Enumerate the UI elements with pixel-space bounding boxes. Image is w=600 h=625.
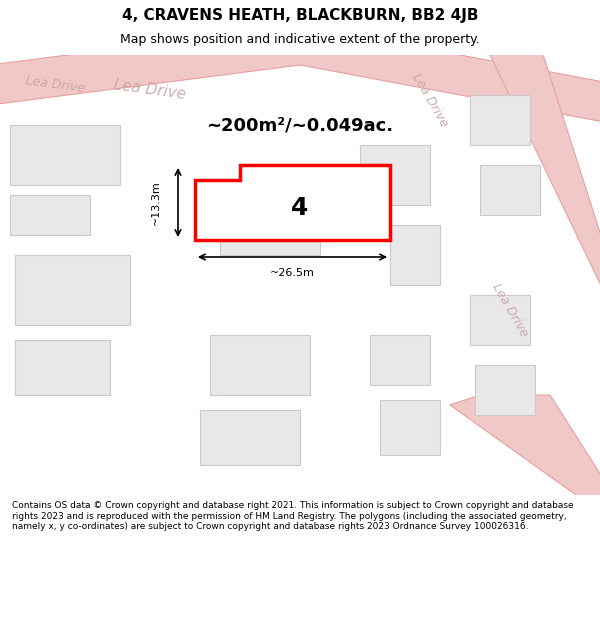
Text: Lea Drive: Lea Drive	[25, 74, 85, 96]
Text: 4: 4	[292, 196, 308, 220]
Polygon shape	[210, 335, 310, 395]
Polygon shape	[470, 295, 530, 345]
Text: ~13.3m: ~13.3m	[151, 180, 161, 225]
Text: 4, CRAVENS HEATH, BLACKBURN, BB2 4JB: 4, CRAVENS HEATH, BLACKBURN, BB2 4JB	[122, 8, 478, 23]
Polygon shape	[475, 365, 535, 415]
Polygon shape	[370, 335, 430, 385]
Polygon shape	[360, 145, 430, 205]
Polygon shape	[470, 45, 600, 325]
Polygon shape	[450, 395, 600, 505]
Polygon shape	[390, 225, 440, 285]
Polygon shape	[15, 255, 130, 325]
Polygon shape	[0, 25, 600, 125]
Polygon shape	[480, 165, 540, 215]
Polygon shape	[10, 195, 90, 235]
Text: Lea Drive: Lea Drive	[409, 71, 451, 129]
Text: Map shows position and indicative extent of the property.: Map shows position and indicative extent…	[120, 33, 480, 46]
Polygon shape	[220, 185, 320, 255]
Text: ~26.5m: ~26.5m	[270, 268, 315, 278]
Polygon shape	[470, 95, 530, 145]
Polygon shape	[380, 400, 440, 455]
Text: Lea Drive: Lea Drive	[490, 281, 530, 339]
Polygon shape	[15, 340, 110, 395]
Text: Contains OS data © Crown copyright and database right 2021. This information is : Contains OS data © Crown copyright and d…	[12, 501, 574, 531]
Polygon shape	[10, 125, 120, 185]
Text: Lea Drive: Lea Drive	[113, 78, 187, 102]
Polygon shape	[195, 165, 390, 240]
Polygon shape	[200, 410, 300, 465]
Text: ~200m²/~0.049ac.: ~200m²/~0.049ac.	[206, 116, 394, 134]
